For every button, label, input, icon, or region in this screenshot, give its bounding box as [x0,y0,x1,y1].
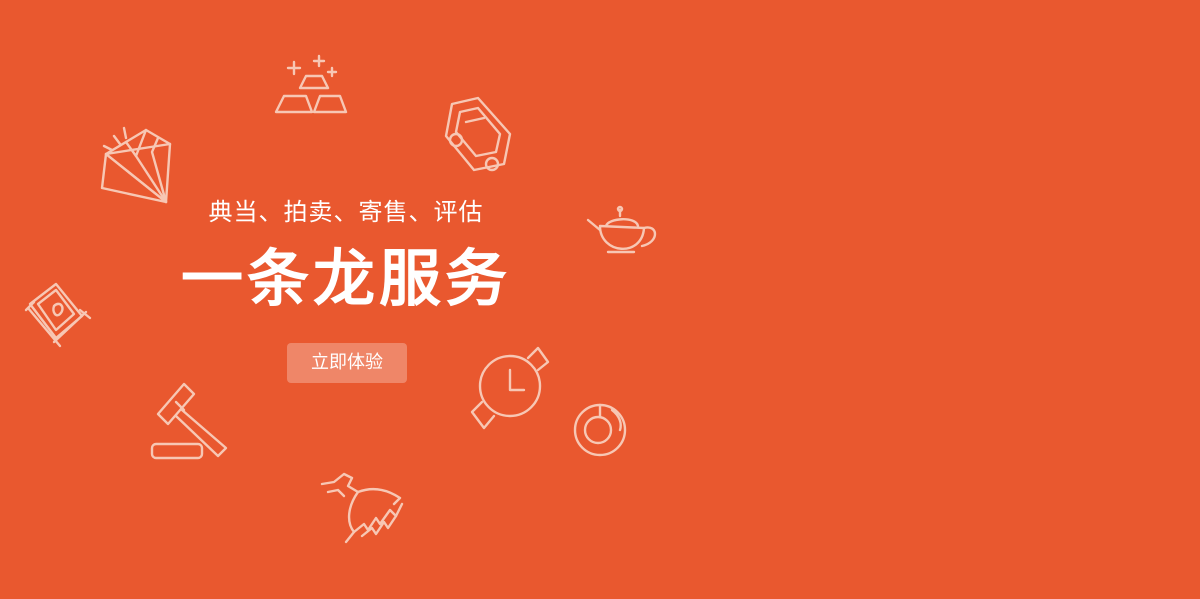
painting-scroll-icon [24,280,96,352]
try-now-button[interactable]: 立即体验 [287,343,407,383]
car-icon [438,94,522,174]
gold-bars-icon [272,54,352,118]
banner-headline: 一条龙服务 [180,242,511,315]
diamond-icon [96,122,176,206]
auction-gavel-icon [148,380,234,462]
dragon-icon [318,470,410,546]
teapot-icon [586,204,662,262]
jade-bracelet-icon [570,400,630,460]
watch-icon [468,344,552,430]
banner-subtitle: 典当、拍卖、寄售、评估 [208,198,484,226]
